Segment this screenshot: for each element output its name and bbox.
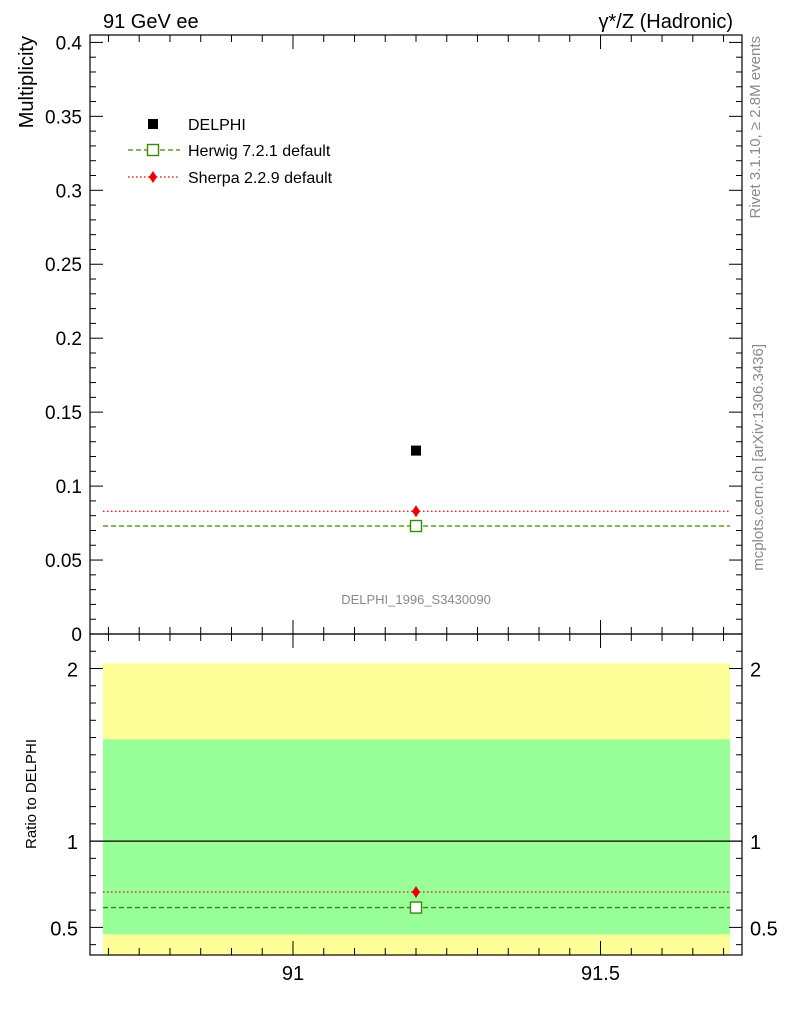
x-tick-label: 91.5 <box>581 963 620 985</box>
main-herwig-point <box>409 519 423 533</box>
legend: DELPHI Herwig 7.2.1 default Sherpa 2.2.9 d… <box>128 117 333 187</box>
main-y-tick-label: 0.2 <box>56 329 82 350</box>
ratio-axes: 0.5 0.5 1 1 2 2 91 91.5 <box>50 633 778 985</box>
ratio-y-tick-label-right: 0.5 <box>750 918 778 940</box>
main-sherpa-point <box>412 505 420 518</box>
main-y-tick-label: 0.25 <box>45 255 82 276</box>
x-tick-label: 91 <box>282 963 304 985</box>
ratio-y-tick-label-right: 1 <box>750 832 761 854</box>
legend-data-label: DELPHI <box>188 117 246 134</box>
main-plot-panel: DELPHI_1996_S3430090 0 0.05 0.1 0.15 0.2 0.25… <box>16 33 743 646</box>
ratio-y-tick-label: 2 <box>67 660 78 682</box>
ratio-y-axis-label: Ratio to DELPHI <box>23 739 40 849</box>
main-plot-content <box>103 445 730 533</box>
ratio-sherpa-point <box>412 886 420 899</box>
analysis-watermark: DELPHI_1996_S3430090 <box>341 592 491 607</box>
main-y-tick-label: 0.3 <box>56 181 82 202</box>
main-y-tick-label: 0.1 <box>56 477 82 498</box>
legend-herwig-label: Herwig 7.2.1 default <box>188 143 331 160</box>
header-left-label: 91 GeV ee <box>103 11 199 33</box>
header-right-label: γ*/Z (Hadronic) <box>599 11 733 33</box>
ratio-y-tick-label: 0.5 <box>50 918 78 940</box>
rivet-label: Rivet 3.1.10, ≥ 2.8M events <box>747 36 764 219</box>
ratio-herwig-point <box>409 901 423 914</box>
ratio-y-tick-label: 1 <box>67 832 78 854</box>
ratio-y-tick-label-right: 2 <box>750 660 761 682</box>
legend-sherpa-marker <box>149 171 157 183</box>
main-y-axis-label: Multiplicity <box>16 36 38 128</box>
mcplots-label: mcplots.cern.ch [arXiv:1306.3436] <box>750 344 767 571</box>
main-y-tick-label: 0.05 <box>45 551 82 572</box>
main-data-point <box>411 445 421 456</box>
legend-sherpa-label: Sherpa 2.2.9 default <box>188 170 333 187</box>
main-axes: 0 0.05 0.1 0.15 0.2 0.25 0.3 0.35 0.4 <box>45 33 743 646</box>
ratio-plot-panel: 0.5 0.5 1 1 2 2 91 91.5 Ratio to DELPHI <box>23 633 778 985</box>
main-y-tick-label: 0.4 <box>56 33 83 54</box>
legend-data-marker <box>148 119 158 129</box>
legend-herwig-marker <box>146 143 160 157</box>
ratio-plot-content <box>90 663 742 955</box>
main-y-tick-label: 0.35 <box>45 107 82 128</box>
main-y-tick-label: 0 <box>71 625 82 646</box>
main-y-tick-label: 0.15 <box>45 403 82 424</box>
